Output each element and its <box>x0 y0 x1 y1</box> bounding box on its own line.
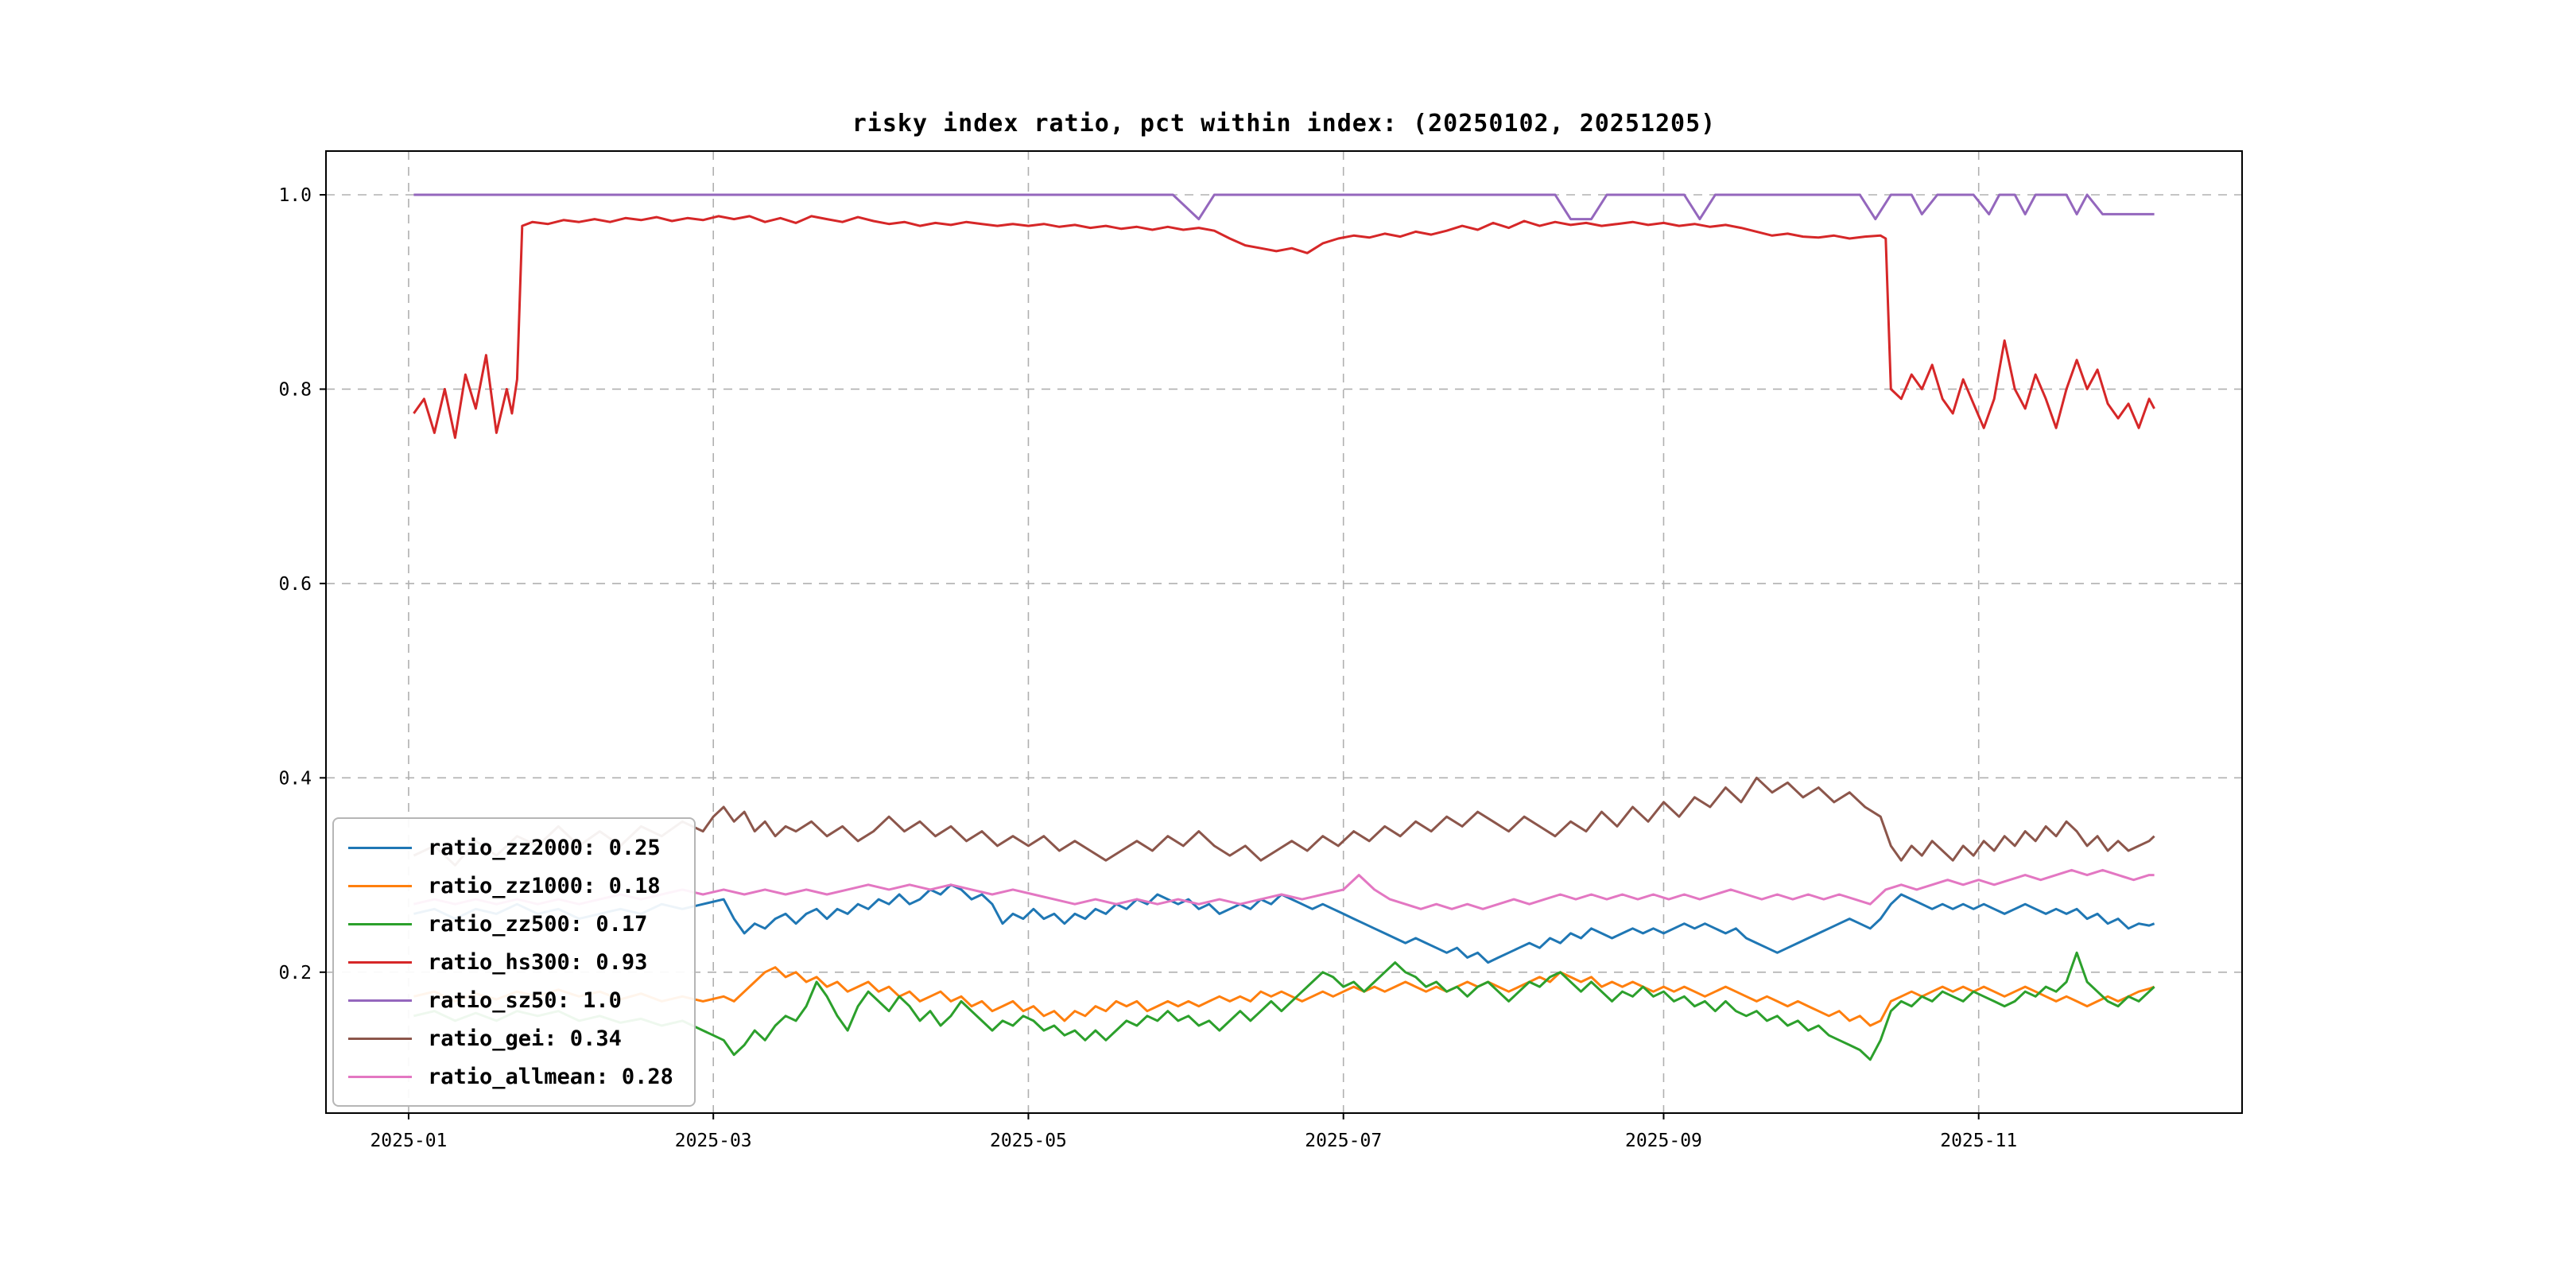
legend-line-swatch <box>348 999 412 1002</box>
legend-line-swatch <box>348 846 412 849</box>
x-tick-label: 2025-03 <box>675 1131 752 1151</box>
legend-item-label: ratio_allmean: 0.28 <box>428 1064 673 1089</box>
legend-item-label: ratio_zz2000: 0.25 <box>428 835 661 860</box>
series-line-ratio_zz500 <box>413 951 2155 1061</box>
legend-line-swatch <box>348 960 412 964</box>
legend-item-label: ratio_zz500: 0.17 <box>428 911 648 937</box>
legend-line-swatch <box>348 884 412 887</box>
chart-title: risky index ratio, pct within index: (20… <box>852 110 1717 138</box>
x-tick-label: 2025-11 <box>1940 1131 2017 1151</box>
series-line-ratio_sz50 <box>413 193 2155 221</box>
legend-item: ratio_gei: 0.34 <box>348 1019 673 1057</box>
series-line-ratio_gei <box>413 776 2155 867</box>
legend-item: ratio_sz50: 1.0 <box>348 981 673 1019</box>
legend-item-label: ratio_zz1000: 0.18 <box>428 873 661 898</box>
x-tick-label: 2025-09 <box>1625 1131 1702 1151</box>
x-tick-label: 2025-01 <box>370 1131 447 1151</box>
legend-line-swatch <box>348 1037 412 1040</box>
plot-frame <box>325 150 2243 1114</box>
y-tick-label: 0.6 <box>278 574 312 595</box>
x-tick-label: 2025-05 <box>990 1131 1067 1151</box>
legend-item: ratio_zz1000: 0.18 <box>348 867 673 905</box>
legend: ratio_zz2000: 0.25 ratio_zz1000: 0.18 ra… <box>332 817 696 1107</box>
legend-item-label: ratio_gei: 0.34 <box>428 1026 622 1051</box>
legend-line-swatch <box>348 1075 412 1078</box>
series-line-ratio_hs300 <box>413 215 2155 440</box>
series-line-ratio_allmean <box>413 868 2155 910</box>
y-tick-label: 1.0 <box>278 185 312 206</box>
series-line-ratio_zz2000 <box>413 883 2155 964</box>
legend-item: ratio_allmean: 0.28 <box>348 1057 673 1096</box>
y-tick-label: 0.4 <box>278 768 312 789</box>
legend-item-label: ratio_hs300: 0.93 <box>428 949 648 975</box>
legend-item: ratio_hs300: 0.93 <box>348 943 673 981</box>
x-tick-label: 2025-07 <box>1305 1131 1382 1151</box>
legend-item: ratio_zz2000: 0.25 <box>348 828 673 867</box>
y-tick-label: 0.2 <box>278 963 312 983</box>
legend-item-label: ratio_sz50: 1.0 <box>428 987 622 1013</box>
legend-line-swatch <box>348 922 412 925</box>
legend-item: ratio_zz500: 0.17 <box>348 905 673 943</box>
y-tick-label: 0.8 <box>278 379 312 400</box>
